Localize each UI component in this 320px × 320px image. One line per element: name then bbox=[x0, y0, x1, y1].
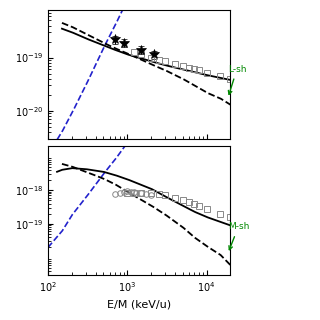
Text: L-sh: L-sh bbox=[228, 65, 246, 94]
Text: M-sh: M-sh bbox=[228, 222, 249, 250]
X-axis label: E/M (keV/u): E/M (keV/u) bbox=[107, 300, 171, 309]
